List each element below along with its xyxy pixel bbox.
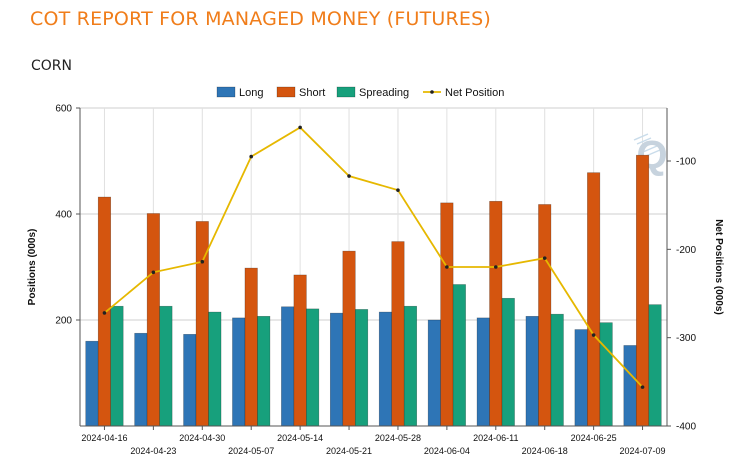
chart-subtitle: CORN bbox=[31, 58, 72, 74]
y-right-tick-label: -400 bbox=[676, 422, 696, 433]
x-tick-label: 2024-05-07 bbox=[228, 446, 274, 456]
x-tick-label: 2024-06-25 bbox=[571, 433, 617, 443]
long-bar bbox=[232, 317, 246, 427]
x-tick-label: 2024-07-09 bbox=[620, 446, 666, 456]
spreading-bar bbox=[208, 311, 222, 427]
spreading-bar bbox=[550, 313, 564, 427]
net-position-point bbox=[493, 265, 498, 269]
short-bar bbox=[440, 202, 454, 427]
y-right-tick-label: -300 bbox=[676, 333, 696, 344]
x-tick-label: 2024-05-14 bbox=[277, 433, 323, 443]
spreading-bar bbox=[403, 305, 418, 427]
net-position-point bbox=[102, 311, 107, 315]
watermark-stripe bbox=[633, 133, 649, 141]
long-bar bbox=[623, 345, 637, 427]
y-tick-label: 600 bbox=[55, 104, 72, 115]
legend-label: Net Position bbox=[445, 87, 504, 99]
y-tick-label: 200 bbox=[55, 316, 72, 327]
legend-label: Spreading bbox=[359, 87, 409, 99]
net-position-point bbox=[151, 270, 156, 275]
net-position-point bbox=[249, 154, 254, 159]
legend-swatch bbox=[276, 86, 296, 98]
net-position-series bbox=[102, 125, 645, 389]
y-right-axis-title: Net Positions (000s) bbox=[713, 219, 724, 315]
chart-legend: Long Short Spreading Net Position bbox=[216, 86, 504, 99]
long-bar bbox=[574, 329, 588, 427]
y-axis-title: Positions (000s) bbox=[27, 229, 38, 306]
net-position-point bbox=[396, 188, 400, 192]
spreading-bar bbox=[354, 309, 369, 427]
y-right-tick-label: -200 bbox=[676, 245, 696, 256]
short-bar bbox=[391, 241, 405, 427]
page-title: COT REPORT FOR MANAGED MONEY (FUTURES) bbox=[30, 8, 491, 30]
short-bar bbox=[244, 267, 258, 427]
legend-label: Long bbox=[239, 87, 263, 99]
spreading-bar bbox=[599, 322, 613, 427]
long-bar bbox=[427, 319, 441, 427]
legend-swatch bbox=[336, 86, 356, 98]
y-tick-label: 400 bbox=[55, 210, 72, 221]
x-tick-label: 2024-04-23 bbox=[130, 446, 176, 456]
short-bar bbox=[587, 172, 601, 427]
long-bar bbox=[378, 311, 393, 427]
x-tick-label: 2024-04-16 bbox=[81, 433, 127, 443]
net-position-point bbox=[640, 385, 645, 389]
net-position-point bbox=[298, 125, 302, 130]
y-right-tick-label: -100 bbox=[676, 157, 696, 168]
chart-axes: 200400600-100-200-300-4002024-04-162024-… bbox=[27, 104, 724, 457]
watermark-stripe bbox=[636, 137, 652, 145]
x-tick-label: 2024-06-18 bbox=[522, 446, 568, 456]
long-bar bbox=[476, 317, 490, 427]
net-position-point bbox=[200, 259, 205, 264]
short-bar bbox=[146, 213, 160, 427]
bar-series bbox=[85, 154, 662, 427]
x-tick-label: 2024-05-28 bbox=[375, 433, 421, 443]
spreading-bar bbox=[452, 284, 466, 427]
watermark-stripe bbox=[645, 149, 661, 157]
net-position-line bbox=[103, 126, 644, 388]
watermark-stripe bbox=[639, 141, 655, 149]
short-bar bbox=[293, 274, 307, 427]
long-bar bbox=[85, 340, 99, 427]
x-tick-label: 2024-04-30 bbox=[179, 433, 225, 443]
x-tick-label: 2024-06-11 bbox=[473, 433, 518, 443]
legend-swatch bbox=[216, 86, 236, 98]
spreading-bar bbox=[306, 308, 320, 427]
legend-marker bbox=[430, 90, 434, 94]
net-position-point bbox=[445, 265, 449, 269]
spreading-bar bbox=[257, 315, 271, 427]
spreading-bar bbox=[648, 304, 662, 427]
x-tick-label: 2024-05-21 bbox=[326, 446, 372, 456]
long-bar bbox=[134, 332, 148, 427]
short-bar bbox=[342, 250, 356, 427]
long-bar bbox=[281, 306, 295, 427]
spreading-bar bbox=[110, 305, 124, 427]
net-position-point bbox=[591, 333, 596, 337]
spreading-bar bbox=[159, 305, 173, 427]
net-position-point bbox=[347, 174, 351, 178]
long-bar bbox=[329, 312, 344, 427]
long-bar bbox=[525, 315, 539, 427]
long-bar bbox=[183, 334, 197, 427]
net-position-point bbox=[542, 256, 547, 260]
spreading-bar bbox=[501, 297, 515, 427]
short-bar bbox=[538, 204, 552, 427]
watermark-stripe bbox=[642, 145, 658, 153]
x-tick-label: 2024-06-04 bbox=[424, 446, 470, 456]
short-bar bbox=[489, 200, 503, 427]
legend-label: Short bbox=[299, 87, 325, 99]
